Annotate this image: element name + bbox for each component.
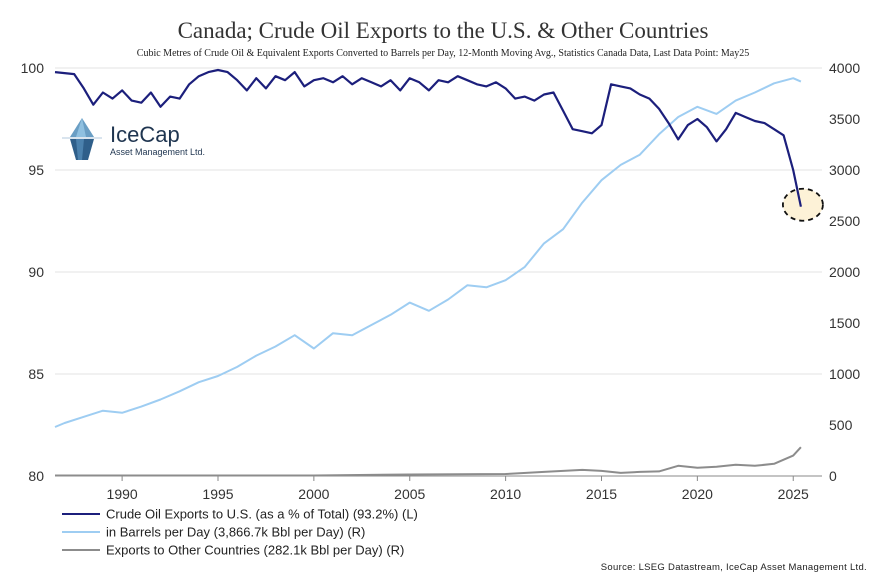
right-tick-label: 2500	[829, 213, 860, 229]
right-tick-label: 3000	[829, 162, 860, 178]
x-tick-label: 2000	[298, 486, 329, 502]
right-tick-label: 3500	[829, 111, 860, 127]
last-point-highlight	[782, 187, 824, 222]
source-note: Source: LSEG Datastream, IceCap Asset Ma…	[601, 562, 867, 573]
right-tick-label: 4000	[829, 60, 860, 76]
x-tick-label: 1990	[107, 486, 138, 502]
icecap-logo: IceCap Asset Management Ltd.	[62, 118, 205, 160]
x-axis: 1990 1995 2000 2005 2010 2015 2020 2025	[107, 476, 809, 502]
chart-title: Canada; Crude Oil Exports to the U.S. & …	[178, 18, 709, 43]
left-tick-label: 95	[28, 162, 44, 178]
series-layer	[54, 68, 802, 477]
legend-label: Crude Oil Exports to U.S. (as a % of Tot…	[106, 507, 418, 522]
left-axis: 80 85 90 95 100	[21, 60, 45, 484]
chart-subtitle: Cubic Metres of Crude Oil & Equivalent E…	[137, 48, 749, 59]
left-tick-label: 85	[28, 366, 44, 382]
right-tick-label: 1500	[829, 315, 860, 331]
series-line-1	[54, 77, 802, 428]
right-axis: 0 500 1000 1500 2000 2500 3000 3500 4000	[829, 60, 860, 484]
x-tick-label: 2015	[586, 486, 617, 502]
left-tick-label: 100	[21, 60, 45, 76]
legend-label: Exports to Other Countries (282.1k Bbl p…	[106, 543, 404, 558]
series-line-0	[54, 68, 802, 207]
left-tick-label: 90	[28, 264, 44, 280]
gridlines	[55, 67, 822, 375]
left-tick-label: 80	[28, 468, 44, 484]
x-tick-label: 2020	[682, 486, 713, 502]
series-line-2	[55, 446, 802, 477]
right-tick-label: 1000	[829, 366, 860, 382]
x-tick-label: 2005	[394, 486, 425, 502]
iceberg-icon	[62, 118, 102, 160]
x-tick-label: 2025	[778, 486, 809, 502]
right-tick-label: 500	[829, 417, 853, 433]
logo-name: IceCap	[110, 122, 180, 147]
legend-label: in Barrels per Day (3,866.7k Bbl per Day…	[106, 525, 365, 540]
x-tick-label: 2010	[490, 486, 521, 502]
logo-tagline: Asset Management Ltd.	[110, 147, 205, 157]
right-tick-label: 0	[829, 468, 837, 484]
legend: Crude Oil Exports to U.S. (as a % of Tot…	[62, 507, 418, 558]
x-tick-label: 1995	[202, 486, 233, 502]
right-tick-label: 2000	[829, 264, 860, 280]
